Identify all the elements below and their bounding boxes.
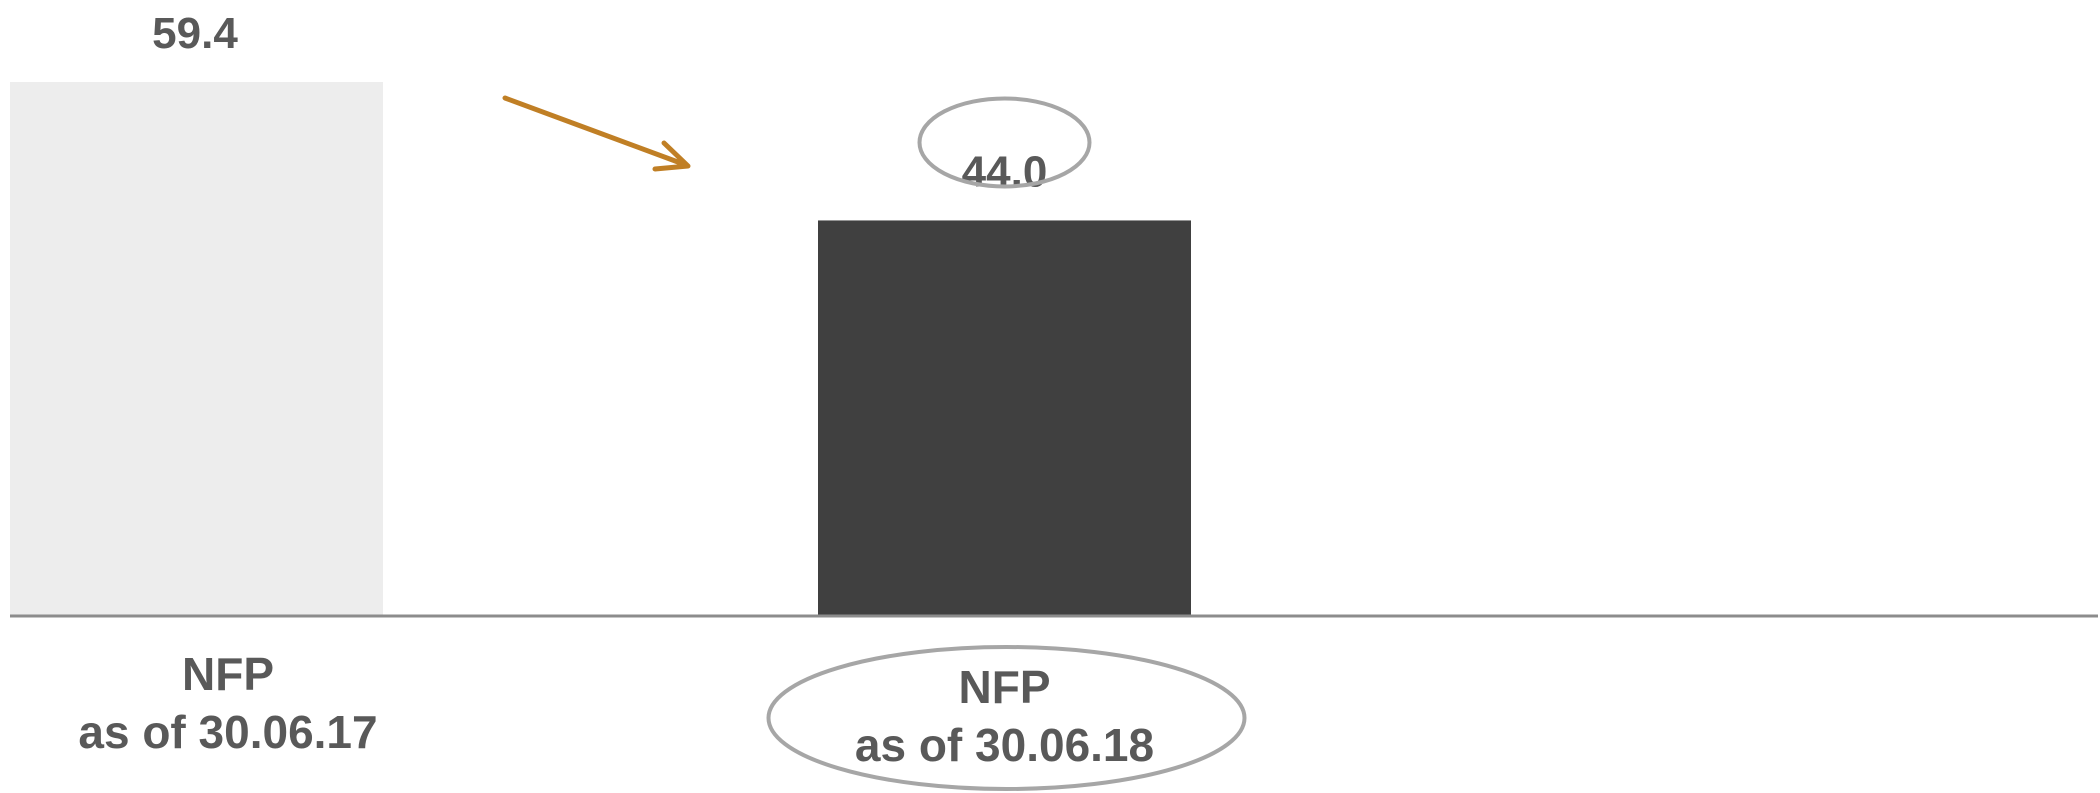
category-label-2-line-1: NFP [959,661,1051,713]
bar-1 [10,82,383,616]
trend-arrow-shaft [502,95,689,168]
annotations [502,95,1247,791]
bar-2 [818,220,1191,616]
value-label-1: 59.4 [152,9,238,58]
trend-arrow-head [652,140,691,172]
labels: 59.4 NFP as of 30.06.17 44.0 NFP as of 30.06.… [78,9,1154,771]
value-label-2: 44.0 [962,147,1048,196]
bars [10,82,1191,616]
category-highlight-ellipse [766,645,1247,791]
category-label-2-line-2: as of 30.06.18 [855,719,1154,771]
value-highlight-ellipse [917,96,1092,189]
category-label-1-line-1: NFP [182,648,274,700]
trend-arrow [502,95,691,172]
category-label-1-line-2: as of 30.06.17 [78,706,377,758]
